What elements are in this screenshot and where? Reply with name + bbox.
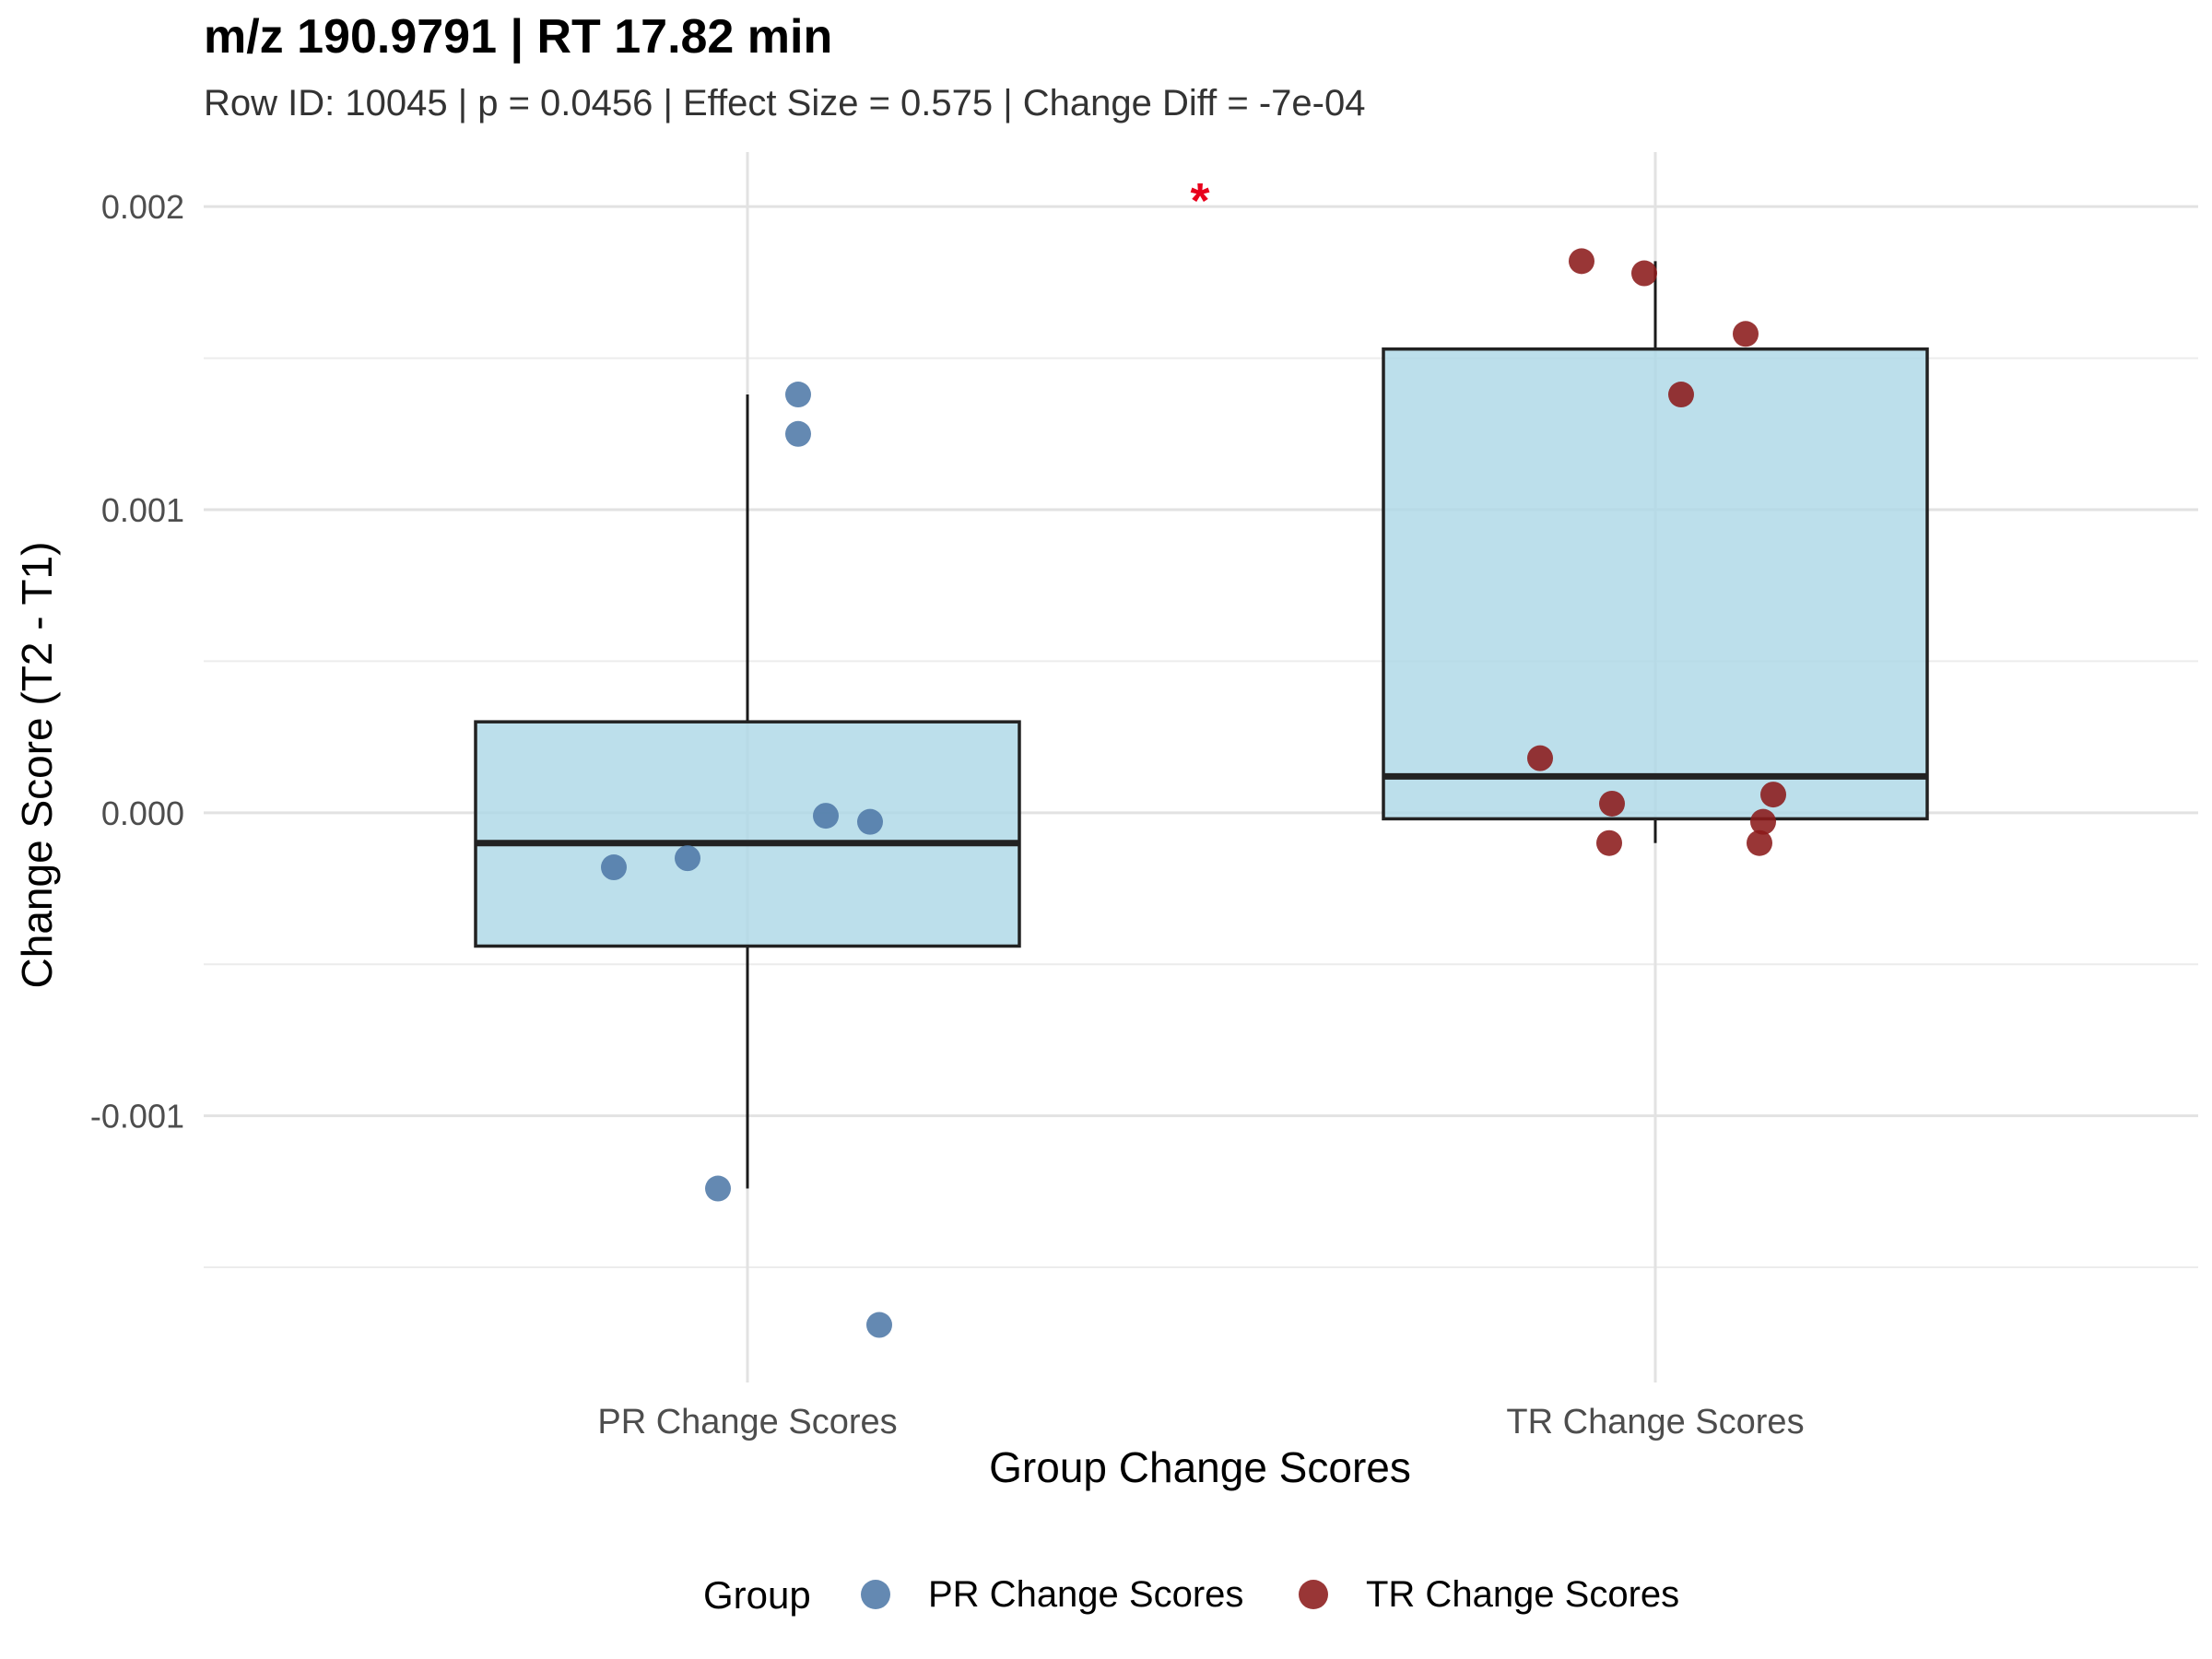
y-tick-label: 0.002 <box>101 188 184 226</box>
data-point <box>1599 790 1625 817</box>
data-point <box>1596 830 1622 856</box>
significance-marker: * <box>1190 173 1209 229</box>
y-axis-title: Change Score (T2 - T1) <box>13 542 61 989</box>
legend-marker-tr <box>1299 1580 1328 1609</box>
legend-marker-pr <box>861 1580 890 1609</box>
data-point <box>1668 382 1694 408</box>
data-point <box>866 1312 892 1338</box>
data-point <box>1760 782 1786 808</box>
boxes <box>474 261 1929 1189</box>
box-iqr <box>1382 347 1929 821</box>
data-point <box>1747 830 1772 856</box>
y-tick-label: 0.001 <box>101 491 184 529</box>
data-point <box>705 1175 731 1202</box>
y-tick-label: -0.001 <box>90 1098 184 1135</box>
data-point <box>1750 808 1776 835</box>
x-tick-label: PR Change Scores <box>597 1403 897 1441</box>
data-point <box>675 845 700 872</box>
chart-title: m/z 190.9791 | RT 17.82 min <box>204 10 833 64</box>
data-point <box>601 854 627 881</box>
data-point <box>785 420 811 447</box>
data-point <box>1527 745 1553 771</box>
x-axis-title: Group Change Scores <box>989 1443 1411 1491</box>
x-tick-label: TR Change Scores <box>1506 1403 1804 1441</box>
y-tick-label: 0.000 <box>101 794 184 832</box>
data-point <box>1569 248 1594 275</box>
data-points <box>601 248 1786 1338</box>
legend-title: Group <box>703 1573 811 1617</box>
box-iqr <box>474 720 1021 948</box>
data-point <box>1733 321 1759 347</box>
axes: -0.001 0.000 0.001 0.002 PR Change Scores TR … <box>90 188 1805 1441</box>
legend-label-tr: TR Change Scores <box>1366 1574 1679 1615</box>
data-point <box>1631 260 1657 287</box>
data-point <box>785 382 811 408</box>
data-point <box>813 803 839 830</box>
legend: Group PR Change Scores TR Change Scores <box>703 1573 1679 1617</box>
legend-label-pr: PR Change Scores <box>928 1574 1243 1615</box>
chart-subtitle: Row ID: 10045 | p = 0.0456 | Effect Size… <box>204 83 1366 124</box>
data-point <box>857 808 883 835</box>
